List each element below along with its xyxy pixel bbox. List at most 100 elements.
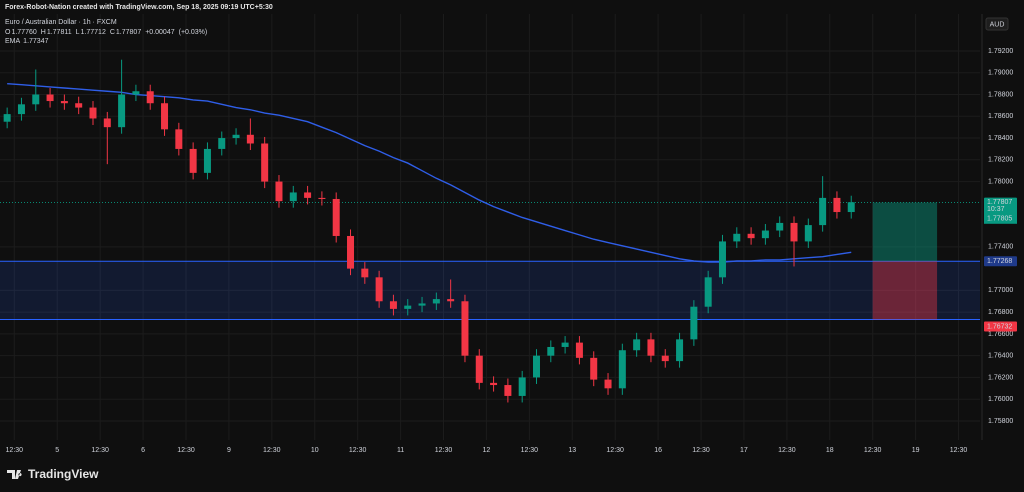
x-tick-label: 12:30 <box>606 447 624 454</box>
y-tick-label: 1.77400 <box>988 244 1013 251</box>
x-tick-label: 12:30 <box>177 447 195 454</box>
x-tick-label: 12:30 <box>864 447 882 454</box>
candle-body <box>819 197 827 226</box>
ohlc-letter: L <box>76 29 80 36</box>
currency[interactable]: AUD <box>990 21 1005 28</box>
candle-body <box>375 277 383 302</box>
candle-body <box>418 303 426 306</box>
candle-body <box>232 134 240 139</box>
y-tick-label: 1.79200 <box>988 48 1013 55</box>
candle-body <box>604 379 612 389</box>
profit-zone <box>872 202 938 262</box>
candle-body <box>490 382 498 386</box>
top-bar <box>0 0 1024 14</box>
loss-zone <box>872 261 938 320</box>
candle-body <box>532 355 540 378</box>
y-tick-label: 1.78800 <box>988 91 1013 98</box>
x-tick-label: 12:30 <box>778 447 796 454</box>
candle-body <box>60 101 68 104</box>
candle-body <box>361 268 369 278</box>
candle-body <box>389 301 397 309</box>
candle-body <box>776 222 784 231</box>
candle-body <box>432 299 440 304</box>
candle-body <box>304 192 312 198</box>
x-tick-label: 11 <box>397 447 404 454</box>
candle-body <box>475 355 483 383</box>
candle-body <box>704 277 712 307</box>
x-tick-label: 9 <box>227 447 231 454</box>
candle-body <box>761 230 769 239</box>
y-tick-label: 1.78600 <box>988 113 1013 120</box>
ohlc-value: 1.77712 <box>81 29 106 36</box>
x-tick-label: 19 <box>912 447 920 454</box>
candle-body <box>347 235 355 269</box>
countdown: 10:37 <box>987 206 1005 213</box>
candle-body <box>690 306 698 340</box>
ohlc-value: 1.77760 <box>11 29 36 36</box>
candle-body <box>847 202 855 213</box>
candle-body <box>633 339 641 351</box>
candle-body <box>275 181 283 202</box>
candle-body <box>161 103 169 130</box>
candle-body <box>189 148 197 173</box>
second-price-box <box>984 213 1017 224</box>
candle-body <box>332 198 340 236</box>
candle-body <box>647 339 655 356</box>
candle-body <box>203 148 211 173</box>
zone-top-label: 1.77268 <box>987 258 1012 265</box>
y-tick-label: 1.78200 <box>988 157 1013 164</box>
y-tick-label: 1.76600 <box>988 331 1013 338</box>
y-tick-label: 1.76000 <box>988 396 1013 403</box>
header-title: Forex-Robot-Nation created with TradingV… <box>5 4 273 11</box>
candle-body <box>618 350 626 389</box>
logo-icon <box>7 470 22 479</box>
y-tick-label: 1.78000 <box>988 178 1013 185</box>
candle-body <box>447 299 455 302</box>
candle-body <box>747 233 755 239</box>
x-tick-label: 10 <box>311 447 319 454</box>
x-tick-label: 12:30 <box>6 447 24 454</box>
symbol: Euro / Australian Dollar · 1h · FXCM <box>5 19 117 26</box>
x-tick-label: 6 <box>141 447 145 454</box>
footer-logo: TradingView <box>7 467 99 481</box>
candle-body <box>676 339 684 362</box>
currency-button[interactable] <box>985 17 1009 31</box>
candle-body <box>175 129 183 149</box>
zone <box>0 261 980 320</box>
candle-body <box>32 94 40 105</box>
last-price-box <box>984 197 1017 218</box>
ohlc-letter: C <box>110 29 115 36</box>
plot <box>0 59 980 403</box>
candle-body <box>804 225 812 242</box>
x-tick-label: 13 <box>568 447 576 454</box>
candle-body <box>46 94 54 102</box>
ohlc-value: (+0.03%) <box>179 29 208 36</box>
ohlc-value: 1.77807 <box>116 29 141 36</box>
candle-body <box>89 107 97 119</box>
x-tick-label: 12:30 <box>349 447 367 454</box>
y-tick-label: 1.76800 <box>988 309 1013 316</box>
legend-ema-value: 1.77347 <box>23 38 48 45</box>
ohlc-letter: O <box>5 29 11 36</box>
zone-bottom-box <box>984 321 1017 332</box>
ohlc-value: +0.00047 <box>145 29 174 36</box>
candle-body <box>518 377 526 396</box>
second-price-label: 1.77805 <box>987 216 1012 223</box>
ohlc-letter: H <box>41 29 46 36</box>
zone-top-box <box>984 256 1017 267</box>
candle-body <box>718 241 726 278</box>
y-tick-label: 1.75800 <box>988 418 1013 425</box>
candle-body <box>790 222 798 242</box>
y-tick-label: 1.79000 <box>988 70 1013 77</box>
candle-body <box>561 342 569 347</box>
x-tick-label: 12:30 <box>91 447 109 454</box>
candle-body <box>833 197 841 213</box>
x-tick-label: 12 <box>483 447 491 454</box>
candle-body <box>575 342 583 358</box>
candle-body <box>246 134 254 144</box>
candle-body <box>146 91 154 104</box>
grid <box>0 14 980 440</box>
candle-body <box>261 143 269 182</box>
